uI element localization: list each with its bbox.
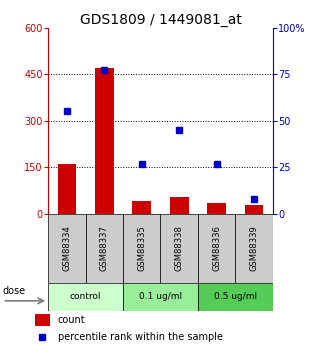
Title: GDS1809 / 1449081_at: GDS1809 / 1449081_at xyxy=(80,12,241,27)
Bar xyxy=(235,214,273,283)
Bar xyxy=(245,205,264,214)
Text: GSM88334: GSM88334 xyxy=(62,226,71,271)
Bar xyxy=(132,201,151,214)
Bar xyxy=(95,68,114,214)
Text: GSM88337: GSM88337 xyxy=(100,226,109,271)
Bar xyxy=(57,164,76,214)
Text: GSM88338: GSM88338 xyxy=(175,226,184,271)
Bar xyxy=(86,214,123,283)
Text: percentile rank within the sample: percentile rank within the sample xyxy=(58,333,223,342)
Bar xyxy=(170,197,188,214)
Text: GSM88339: GSM88339 xyxy=(250,226,259,271)
Bar xyxy=(35,314,50,326)
Bar xyxy=(198,214,235,283)
Text: 0.5 ug/ml: 0.5 ug/ml xyxy=(214,292,257,301)
Text: control: control xyxy=(70,292,101,301)
Bar xyxy=(123,214,160,283)
Bar xyxy=(48,283,123,310)
Text: dose: dose xyxy=(3,286,26,296)
Text: GSM88336: GSM88336 xyxy=(212,226,221,271)
Bar xyxy=(48,214,86,283)
Bar xyxy=(207,203,226,214)
Bar xyxy=(123,283,198,310)
Text: count: count xyxy=(58,315,85,325)
Text: 0.1 ug/ml: 0.1 ug/ml xyxy=(139,292,182,301)
Text: GSM88335: GSM88335 xyxy=(137,226,146,271)
Bar xyxy=(198,283,273,310)
Bar xyxy=(160,214,198,283)
